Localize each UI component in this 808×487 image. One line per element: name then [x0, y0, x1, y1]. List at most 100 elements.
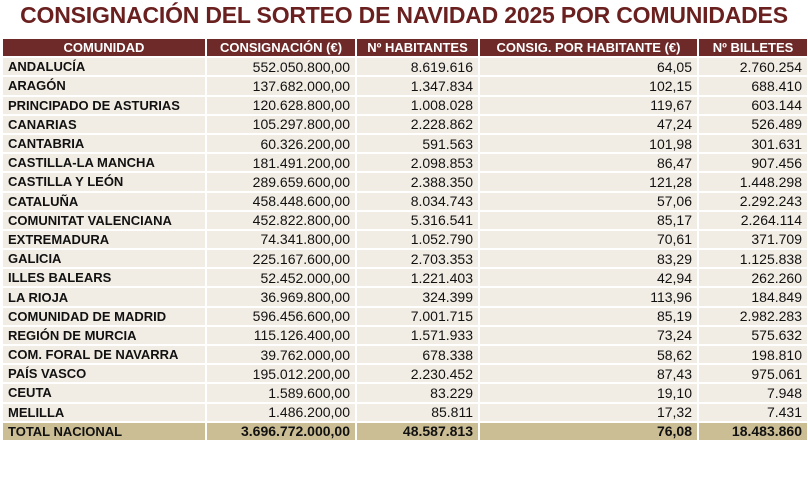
value-cell: 42,94 [478, 267, 699, 289]
table-row: EXTREMADURA 74.341.800,00 1.052.790 70,61 37… [1, 228, 808, 251]
total-cell: TOTAL NACIONAL [1, 420, 207, 442]
table-row: PAÍS VASCO 195.012.200,00 2.230.452 87,43 97… [1, 363, 808, 385]
value-cell: 975.061 [697, 363, 808, 385]
total-cell: 76,08 [478, 420, 699, 442]
value-cell: 1.589.600,00 [205, 382, 357, 404]
value-cell: 101,98 [478, 132, 699, 155]
value-cell: 39.762.000,00 [205, 343, 357, 366]
value-cell: 907.456 [697, 152, 808, 174]
table-row: MELILLA 1.486.200,00 85.811 17,32 7.431 [1, 401, 808, 423]
value-cell: 2.760.254 [697, 56, 808, 78]
value-cell: 262.260 [697, 267, 808, 289]
value-cell: 7.431 [697, 401, 808, 423]
table-row: ANDALUCÍA 552.050.800,00 8.619.616 64,05 2.7… [1, 56, 808, 78]
value-cell: 591.563 [355, 132, 480, 155]
value-cell: 1.125.838 [697, 248, 808, 270]
value-cell: 1.221.403 [355, 267, 480, 289]
table-row: REGIÓN DE MURCIA 115.126.400,00 1.571.933 7… [1, 324, 808, 347]
value-cell: 47,24 [478, 113, 699, 135]
value-cell: 137.682.000,00 [205, 75, 357, 97]
region-cell: COMUNITAT VALENCIANA [1, 209, 207, 231]
total-cell: 48.587.813 [355, 420, 480, 442]
value-cell: 113,96 [478, 286, 699, 308]
value-cell: 1.008.028 [355, 94, 480, 116]
region-cell: CEUTA [1, 382, 207, 404]
value-cell: 575.632 [697, 324, 808, 347]
value-cell: 5.316.541 [355, 209, 480, 231]
table-row: CANTABRIA 60.326.200,00 591.563 101,98 301.6… [1, 132, 808, 155]
value-cell: 85.811 [355, 401, 480, 423]
region-cell: COMUNIDAD DE MADRID [1, 305, 207, 327]
value-cell: 458.448.600,00 [205, 190, 357, 212]
value-cell: 17,32 [478, 401, 699, 423]
value-cell: 115.126.400,00 [205, 324, 357, 347]
table-row: ARAGÓN 137.682.000,00 1.347.834 102,15 688.4… [1, 75, 808, 97]
value-cell: 289.659.600,00 [205, 171, 357, 193]
region-cell: GALICIA [1, 248, 207, 270]
header-cell: Nº HABITANTES [355, 36, 480, 59]
value-cell: 85,17 [478, 209, 699, 231]
table-row: COM. FORAL DE NAVARRA 39.762.000,00 678.33… [1, 343, 808, 366]
value-cell: 181.491.200,00 [205, 152, 357, 174]
value-cell: 678.338 [355, 343, 480, 366]
value-cell: 52.452.000,00 [205, 267, 357, 289]
value-cell: 2.292.243 [697, 190, 808, 212]
value-cell: 2.228.862 [355, 113, 480, 135]
value-cell: 1.486.200,00 [205, 401, 357, 423]
table-row: CASTILLA-LA MANCHA 181.491.200,00 2.098.85… [1, 152, 808, 174]
value-cell: 7.001.715 [355, 305, 480, 327]
value-cell: 85,19 [478, 305, 699, 327]
table-row: LA RIOJA 36.969.800,00 324.399 113,96 184.84… [1, 286, 808, 308]
value-cell: 105.297.800,00 [205, 113, 357, 135]
value-cell: 121,28 [478, 171, 699, 193]
total-cell: 18.483.860 [697, 420, 808, 442]
header-cell: CONSIG. POR HABITANTE (€) [478, 36, 699, 59]
value-cell: 596.456.600,00 [205, 305, 357, 327]
value-cell: 87,43 [478, 363, 699, 385]
value-cell: 102,15 [478, 75, 699, 97]
value-cell: 1.571.933 [355, 324, 480, 347]
value-cell: 526.489 [697, 113, 808, 135]
value-cell: 1.052.790 [355, 228, 480, 251]
region-cell: CANTABRIA [1, 132, 207, 155]
table-row: ILLES BALEARS 52.452.000,00 1.221.403 42,94… [1, 267, 808, 289]
region-cell: EXTREMADURA [1, 228, 207, 251]
value-cell: 73,24 [478, 324, 699, 347]
value-cell: 688.410 [697, 75, 808, 97]
title: CONSIGNACIÓN DEL SORTEO DE NAVIDAD 2025 … [20, 2, 788, 28]
value-cell: 2.264.114 [697, 209, 808, 231]
value-cell: 36.969.800,00 [205, 286, 357, 308]
table-row: COMUNIDAD DE MADRID 596.456.600,00 7.001.7… [1, 305, 808, 327]
header-row: COMUNIDAD CONSIGNACIÓN (€) Nº HABITANTES CO… [1, 36, 808, 59]
value-cell: 2.230.452 [355, 363, 480, 385]
value-cell: 371.709 [697, 228, 808, 251]
region-cell: LA RIOJA [1, 286, 207, 308]
table-row: CANARIAS 105.297.800,00 2.228.862 47,24 526.… [1, 113, 808, 135]
region-cell: ANDALUCÍA [1, 56, 207, 78]
value-cell: 57,06 [478, 190, 699, 212]
header-cell: CONSIGNACIÓN (€) [205, 36, 357, 59]
value-cell: 301.631 [697, 132, 808, 155]
value-cell: 324.399 [355, 286, 480, 308]
region-cell: CATALUÑA [1, 190, 207, 212]
table-row: COMUNITAT VALENCIANA 452.822.800,00 5.316.… [1, 209, 808, 231]
region-cell: MELILLA [1, 401, 207, 423]
region-cell: CASTILLA Y LEÓN [1, 171, 207, 193]
value-cell: 195.012.200,00 [205, 363, 357, 385]
region-cell: PRINCIPADO DE ASTURIAS [1, 94, 207, 116]
value-cell: 7.948 [697, 382, 808, 404]
value-cell: 2.098.853 [355, 152, 480, 174]
region-cell: ILLES BALEARS [1, 267, 207, 289]
total-row: TOTAL NACIONAL 3.696.772.000,00 48.587.813… [1, 420, 808, 442]
value-cell: 1.448.298 [697, 171, 808, 193]
region-cell: COM. FORAL DE NAVARRA [1, 343, 207, 366]
region-cell: CASTILLA-LA MANCHA [1, 152, 207, 174]
value-cell: 58,62 [478, 343, 699, 366]
value-cell: 2.982.283 [697, 305, 808, 327]
value-cell: 1.347.834 [355, 75, 480, 97]
region-cell: CANARIAS [1, 113, 207, 135]
header-cell: Nº BILLETES [697, 36, 808, 59]
region-cell: ARAGÓN [1, 75, 207, 97]
table-row: CATALUÑA 458.448.600,00 8.034.743 57,06 2.29… [1, 190, 808, 212]
value-cell: 19,10 [478, 382, 699, 404]
